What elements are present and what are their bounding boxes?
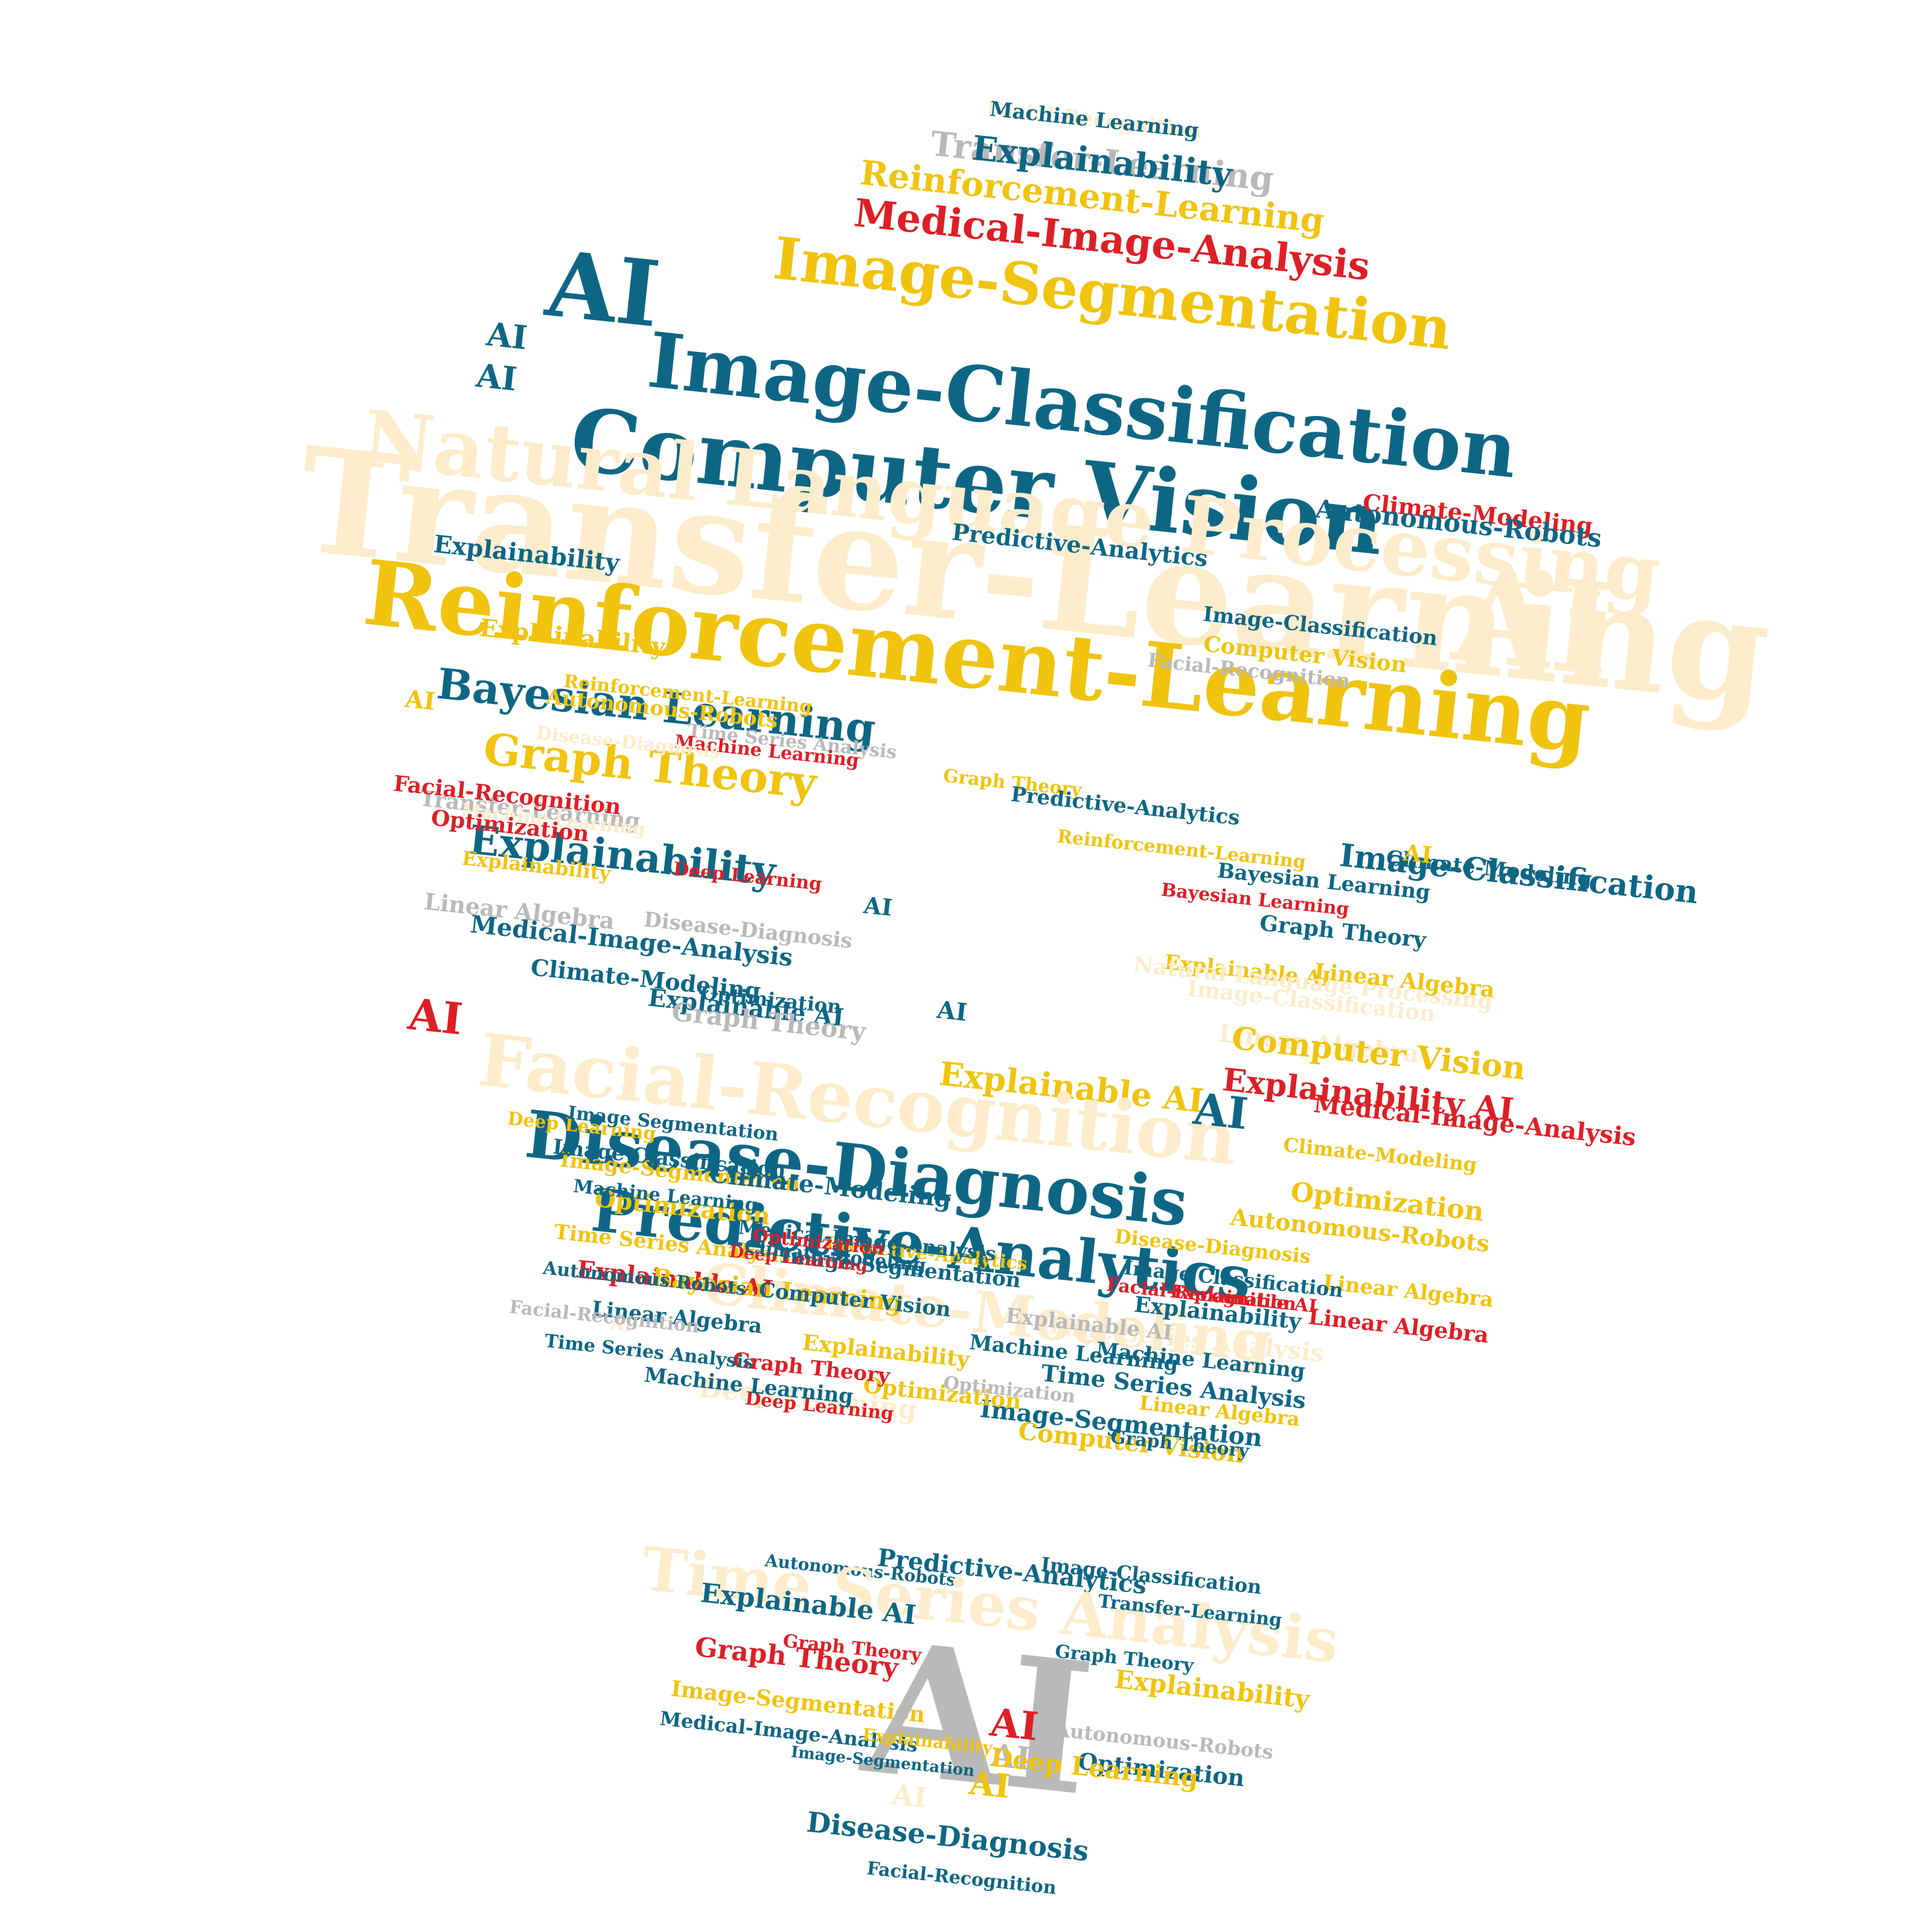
bulb-word-7: AI xyxy=(484,315,529,357)
bulb-word-8: AI xyxy=(474,356,519,398)
base-word-16: AI xyxy=(967,1763,1011,1806)
bulb-word-46: AI xyxy=(1191,1083,1250,1139)
bulb-word-18: AI xyxy=(862,891,894,921)
bulb-word-49: AI xyxy=(935,996,968,1027)
bulb-word-5: AI xyxy=(540,231,665,348)
bulb-word-38: Predictive-Analytics xyxy=(1009,782,1241,831)
base-word-13: AI xyxy=(852,1601,1102,1837)
base-word-20: Facial-Recognition xyxy=(866,1858,1058,1899)
bulb-word-61: Linear Algebra xyxy=(1322,1270,1494,1312)
bulb-word-42: AI xyxy=(1401,839,1433,869)
base-word-15: AI xyxy=(989,1737,1032,1778)
base-word-14: AI xyxy=(987,1700,1040,1750)
base-word-7: Explainability xyxy=(1113,1665,1312,1715)
bulb-word-48: AI xyxy=(405,988,465,1044)
bulb-word-58: Climate-Modeling xyxy=(1282,1133,1478,1176)
bulb-word-47: AI xyxy=(403,685,437,716)
base-word-17: AI xyxy=(890,1778,929,1814)
bulb-word-62: Linear Algebra xyxy=(1307,1304,1490,1348)
base-word-group: Autonomous-RobotsPredictive-AnalyticsIma… xyxy=(638,1533,1342,1899)
bulb-word-115: AI xyxy=(609,1313,634,1337)
bulb-word-12: AI xyxy=(1446,540,1620,705)
bulb-word-group: Facial-RecognitionTransfer-LearningReinf… xyxy=(291,97,1777,1469)
